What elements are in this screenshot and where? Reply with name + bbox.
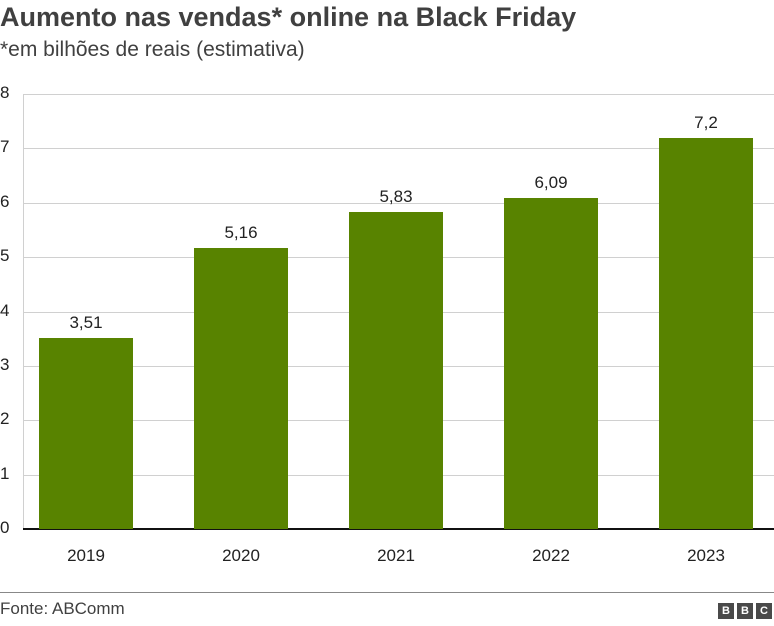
- footer-divider: [0, 592, 774, 593]
- x-tick-label: 2020: [222, 546, 260, 565]
- gridline: [23, 148, 774, 150]
- gridline: [23, 94, 774, 95]
- bbc-logo-letter: B: [737, 603, 753, 619]
- bar-value-label: 5,83: [379, 186, 413, 206]
- bar-2023: [659, 137, 753, 529]
- bar-2021: [349, 211, 443, 529]
- y-tick-label: 3: [0, 354, 10, 374]
- x-tick-label: 2021: [377, 546, 415, 565]
- x-tick-label: 2022: [532, 546, 570, 565]
- y-tick-label: 0: [0, 518, 10, 537]
- x-tick-label: 2019: [67, 546, 105, 565]
- bar-value-label: 5,16: [224, 223, 258, 243]
- bar-value-label: 6,09: [534, 172, 568, 192]
- y-tick-label: 1: [0, 463, 10, 483]
- plot-area: 3,51 5,16 5,83 6,09 7,2: [23, 94, 774, 530]
- x-axis-baseline: [23, 528, 774, 530]
- bar-2022: [504, 197, 598, 529]
- bbc-logo-letter: B: [718, 603, 734, 619]
- y-tick-label: 8: [0, 83, 10, 102]
- y-tick-label: 2: [0, 409, 10, 429]
- bar-2020: [194, 248, 288, 529]
- y-tick-label: 6: [0, 191, 10, 211]
- x-tick-label: 2023: [687, 546, 725, 565]
- bar-2019: [39, 338, 133, 529]
- y-tick-label: 7: [0, 137, 10, 157]
- chart-subtitle: *em bilhões de reais (estimativa): [0, 38, 305, 61]
- y-tick-label: 4: [0, 300, 10, 320]
- gridline: [23, 202, 774, 204]
- bbc-logo: B B C: [718, 603, 772, 619]
- bbc-logo-letter: C: [756, 603, 772, 619]
- bar-value-label: 3,51: [69, 313, 103, 333]
- chart-title: Aumento nas vendas* online na Black Frid…: [0, 2, 577, 32]
- y-tick-label: 5: [0, 246, 10, 266]
- source-note: Fonte: ABComm: [0, 599, 125, 618]
- bar-value-label: 7,2: [694, 112, 718, 132]
